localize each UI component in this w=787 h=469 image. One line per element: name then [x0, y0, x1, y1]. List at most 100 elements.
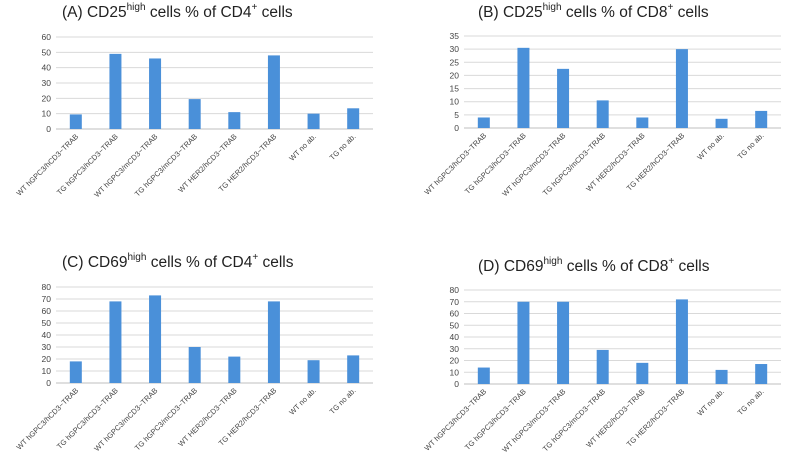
x-tick-label: TG no ab. [736, 131, 766, 161]
bar [307, 113, 320, 129]
y-tick-label: 70 [42, 294, 52, 304]
y-tick-label: 60 [42, 306, 52, 316]
chart-title: (D) CD69high cells % of CD8+ cells [478, 255, 710, 275]
chart-title: (A) CD25high cells % of CD4+ cells [62, 1, 293, 21]
bar [596, 100, 609, 128]
x-tick-label: WT hGPC3/hCD3−TRAB [15, 386, 81, 452]
x-tick-label: TG no ab. [328, 132, 358, 162]
x-tick-label: TG hGPC3/hCD3−TRAB [463, 131, 528, 196]
x-tick-label: WT hGPC3/mCD3−TRAB [500, 387, 567, 454]
y-tick-label: 80 [42, 282, 52, 292]
x-tick-label: TG hGPC3/mCD3−TRAB [133, 132, 199, 198]
bar [557, 301, 570, 384]
x-tick-label: TG no ab. [736, 387, 766, 417]
bar [267, 55, 280, 129]
y-tick-label: 20 [42, 354, 52, 364]
x-tick-label: WT hGPC3/hCD3−TRAB [15, 132, 81, 198]
y-tick-label: 60 [42, 32, 52, 42]
x-tick-label: WT no ab. [695, 387, 726, 418]
chart-title: (B) CD25high cells % of CD8+ cells [478, 1, 709, 21]
bar [347, 108, 360, 129]
y-tick-label: 0 [454, 379, 459, 389]
x-tick-label: WT HER2/hCD3−TRAB [176, 132, 238, 194]
x-tick-label: WT no ab. [287, 132, 318, 163]
x-tick-label: TG hGPC3/hCD3−TRAB [463, 387, 528, 452]
x-tick-label: TG no ab. [328, 386, 358, 416]
y-tick-label: 20 [450, 356, 460, 366]
x-tick-label: WT no ab. [287, 386, 318, 417]
y-tick-label: 20 [450, 70, 460, 80]
bar [517, 47, 530, 129]
bar [149, 295, 162, 383]
y-tick-label: 0 [46, 124, 51, 134]
y-tick-label: 40 [42, 63, 52, 73]
x-tick-label: WT HER2/hCD3−TRAB [584, 387, 646, 449]
y-tick-label: 70 [450, 297, 460, 307]
x-tick-label: TG hGPC3/mCD3−TRAB [541, 131, 607, 197]
y-tick-label: 15 [450, 84, 460, 94]
bar [477, 117, 490, 128]
x-tick-label: WT hGPC3/hCD3−TRAB [423, 131, 489, 197]
y-tick-label: 25 [450, 57, 460, 67]
y-tick-label: 30 [42, 78, 52, 88]
x-tick-label: WT HER2/hCD3−TRAB [176, 386, 238, 448]
bar [347, 355, 360, 383]
y-tick-label: 30 [450, 44, 460, 54]
bar [596, 349, 609, 384]
y-tick-label: 35 [450, 31, 460, 41]
x-tick-label: TG hGPC3/hCD3−TRAB [55, 132, 120, 197]
bar [109, 53, 122, 129]
y-tick-label: 40 [450, 332, 460, 342]
x-tick-label: WT hGPC3/mCD3−TRAB [92, 386, 159, 453]
bar [307, 360, 320, 383]
bar [228, 112, 241, 129]
bar [517, 301, 530, 384]
y-tick-label: 80 [450, 285, 460, 295]
x-tick-label: WT hGPC3/mCD3−TRAB [92, 132, 159, 199]
bar [715, 369, 728, 384]
y-tick-label: 40 [42, 330, 52, 340]
bar [755, 364, 768, 384]
y-tick-label: 10 [450, 97, 460, 107]
bar [69, 114, 82, 129]
chart-title: (C) CD69high cells % of CD4+ cells [62, 251, 294, 271]
bar [149, 58, 162, 129]
x-tick-label: TG HER2/hCD3−TRAB [625, 131, 687, 193]
y-tick-label: 5 [454, 110, 459, 120]
x-tick-label: TG hGPC3/mCD3−TRAB [133, 386, 199, 452]
y-tick-label: 10 [450, 367, 460, 377]
x-tick-label: WT hGPC3/hCD3−TRAB [423, 387, 489, 453]
x-tick-label: WT hGPC3/mCD3−TRAB [500, 131, 567, 198]
y-tick-label: 30 [42, 342, 52, 352]
bar [188, 99, 201, 129]
x-tick-label: TG hGPC3/hCD3−TRAB [55, 386, 120, 451]
x-tick-label: TG HER2/hCD3−TRAB [217, 386, 279, 448]
y-tick-label: 0 [46, 378, 51, 388]
bar [228, 356, 241, 383]
x-tick-label: WT no ab. [695, 131, 726, 162]
bar [109, 301, 122, 383]
y-tick-label: 20 [42, 93, 52, 103]
bar [715, 118, 728, 128]
bar [636, 362, 649, 384]
bar [675, 49, 688, 129]
bar [755, 110, 768, 128]
y-tick-label: 30 [450, 344, 460, 354]
bar [267, 301, 280, 383]
y-tick-label: 10 [42, 366, 52, 376]
y-tick-label: 60 [450, 309, 460, 319]
x-tick-label: TG HER2/hCD3−TRAB [217, 132, 279, 194]
bar [188, 347, 201, 383]
y-tick-label: 50 [450, 320, 460, 330]
x-tick-label: WT HER2/hCD3−TRAB [584, 131, 646, 193]
x-tick-label: TG HER2/hCD3−TRAB [625, 387, 687, 449]
bar [636, 117, 649, 128]
y-tick-label: 10 [42, 109, 52, 119]
bar [675, 299, 688, 384]
x-tick-label: TG hGPC3/mCD3−TRAB [541, 387, 607, 453]
y-tick-label: 50 [42, 318, 52, 328]
